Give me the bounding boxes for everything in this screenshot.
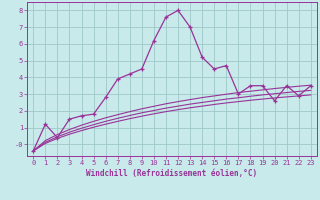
X-axis label: Windchill (Refroidissement éolien,°C): Windchill (Refroidissement éolien,°C) xyxy=(86,169,258,178)
